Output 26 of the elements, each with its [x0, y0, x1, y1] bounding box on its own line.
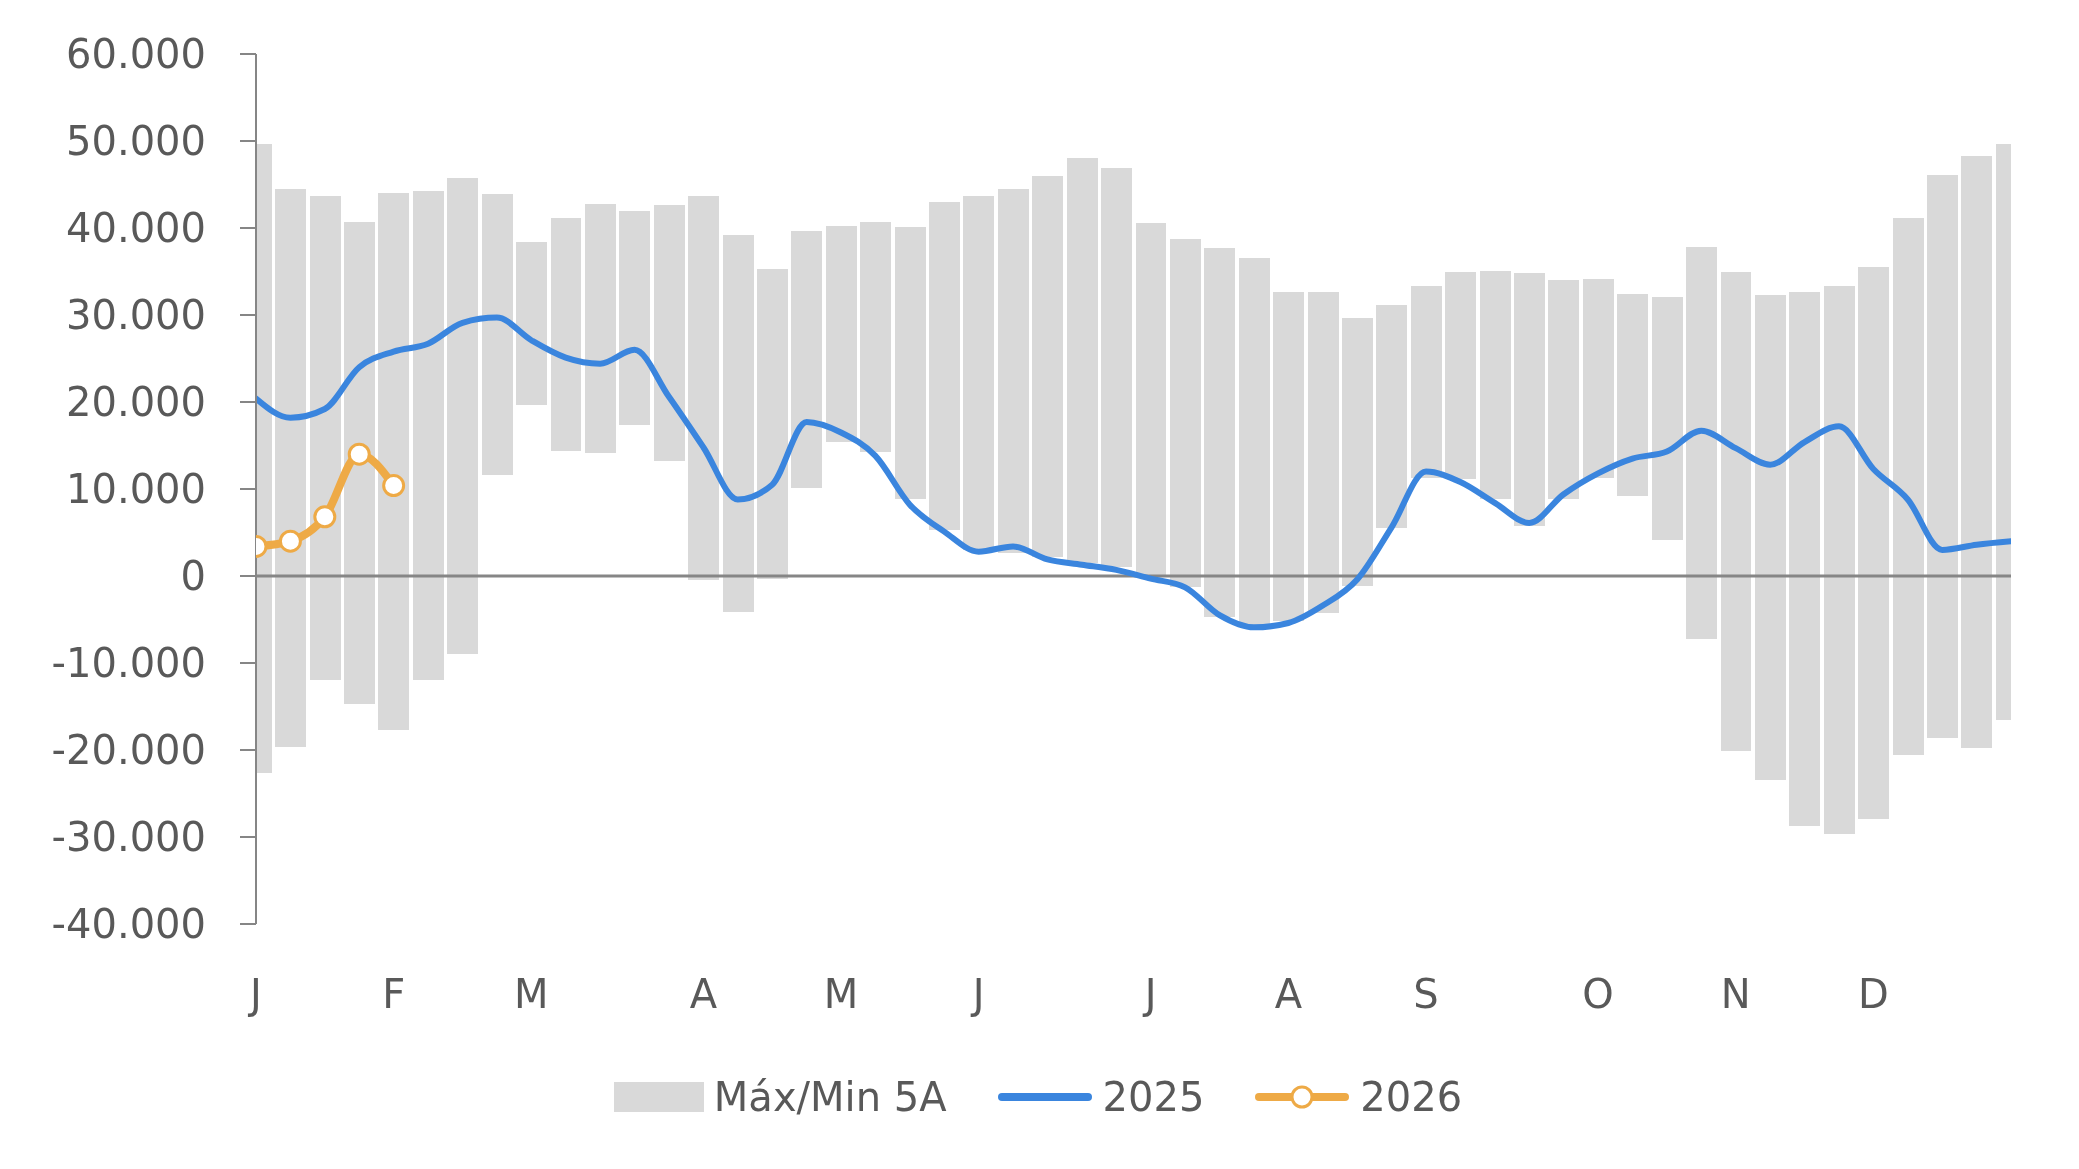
x-tick-label: M	[823, 971, 859, 1018]
x-tick-label: D	[1857, 971, 1889, 1018]
y-tick-label: 30.000	[66, 292, 206, 339]
y-tick-label: -20.000	[51, 727, 206, 774]
x-tick-label: J	[969, 971, 985, 1018]
y-tick-label: 10.000	[66, 466, 206, 513]
legend-label: Máx/Min 5A	[713, 1073, 947, 1122]
y-tick-label: 0	[180, 553, 206, 600]
x-tick-label: N	[1720, 971, 1751, 1018]
y-tick-label: 40.000	[66, 205, 206, 252]
x-tick-label: S	[1413, 971, 1439, 1018]
legend-label: 2025	[1102, 1073, 1205, 1122]
y-tick-label: 50.000	[66, 118, 206, 165]
x-tick-label: M	[514, 971, 549, 1018]
legend-label: 2026	[1360, 1073, 1463, 1122]
x-tick-label: J	[1141, 971, 1157, 1018]
y-tick-label: 20.000	[66, 379, 206, 426]
x-tick-label: O	[1582, 971, 1614, 1018]
x-tick-label: A	[1274, 971, 1303, 1018]
y-tick-label: -30.000	[51, 814, 206, 861]
x-tick-label: A	[689, 971, 718, 1018]
y-tick-label: -40.000	[51, 901, 206, 948]
y-tick-label: 60.000	[66, 31, 206, 78]
y-tick-label: -10.000	[51, 640, 206, 687]
x-tick-label: F	[382, 971, 406, 1018]
x-tick-label: J	[247, 971, 262, 1018]
